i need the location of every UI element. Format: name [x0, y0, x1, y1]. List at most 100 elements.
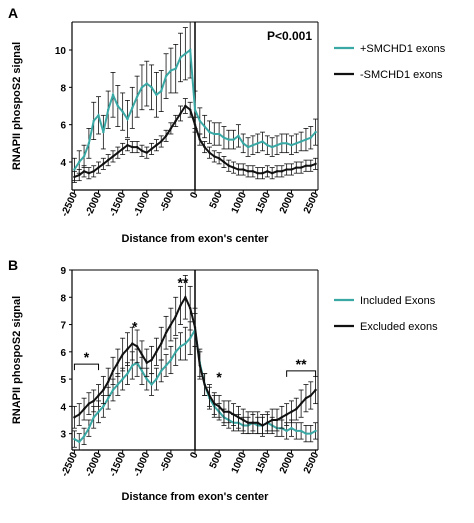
data-point [160, 89, 163, 93]
data-point [309, 432, 312, 435]
data-point [102, 162, 105, 166]
data-point [131, 145, 134, 149]
data-point [222, 410, 226, 414]
y-tick-label: 9 [60, 266, 66, 277]
p-value-annotation: P<0.001 [267, 29, 312, 43]
data-point [299, 402, 303, 405]
data-point [309, 394, 312, 397]
data-point [290, 426, 293, 430]
data-point [193, 123, 197, 126]
data-point [188, 48, 192, 52]
y-tick-label: 4 [60, 402, 66, 413]
data-point [160, 369, 163, 373]
data-point [155, 93, 158, 97]
data-point [242, 142, 245, 145]
data-point [256, 142, 259, 145]
y-tick-label: 10 [55, 46, 67, 57]
data-point [232, 413, 235, 416]
data-point [131, 364, 134, 367]
x-tick-label: 2000 [278, 450, 298, 475]
y-tick-label: 3 [60, 430, 66, 441]
data-point [169, 69, 173, 72]
data-point [106, 396, 110, 400]
data-point [256, 172, 259, 175]
y-tick-label: 4 [60, 158, 66, 169]
data-point [164, 331, 168, 334]
x-tick-label: -1000 [132, 450, 153, 478]
data-point [102, 388, 105, 392]
x-tick-label: -2500 [59, 450, 80, 478]
data-point [73, 416, 76, 419]
data-point [145, 377, 148, 381]
chart-panel-A: A 4 6 8 10 -2500 -2000 -1500 -1000 -500 0 500 1000 15… [8, 5, 446, 245]
data-point [246, 421, 250, 424]
data-point [217, 132, 221, 136]
data-point [198, 364, 202, 367]
data-point [140, 149, 144, 152]
data-point [213, 132, 216, 136]
data-point [97, 410, 100, 414]
data-point [266, 170, 269, 173]
data-point [309, 164, 312, 167]
data-point [232, 166, 235, 169]
series-excluded-exons [71, 275, 319, 437]
x-tick-label: 2000 [278, 190, 298, 215]
significance-star: * [216, 369, 222, 385]
data-point [193, 326, 197, 329]
data-point [82, 435, 86, 438]
data-point [97, 114, 100, 117]
panel-letter: A [8, 5, 18, 21]
x-tick-label: 1500 [254, 190, 274, 215]
data-point [97, 166, 100, 169]
series-line [194, 109, 317, 149]
data-point [92, 170, 95, 173]
data-point [314, 388, 317, 392]
x-tick-label: -1500 [108, 450, 129, 478]
data-point [222, 136, 226, 139]
data-point [251, 421, 255, 424]
data-point [295, 429, 298, 433]
data-point [126, 372, 129, 375]
x-tick-label: -1500 [108, 190, 129, 218]
data-point [213, 402, 216, 405]
data-point [290, 168, 293, 171]
y-tick-label: 7 [60, 321, 66, 332]
data-point [270, 172, 274, 175]
data-point [237, 134, 240, 138]
data-point [126, 144, 129, 147]
data-point [246, 170, 250, 173]
data-point [116, 151, 120, 154]
data-point [304, 164, 308, 167]
data-point [213, 155, 216, 158]
data-point [208, 394, 211, 397]
data-point [309, 136, 312, 139]
data-point [87, 426, 91, 430]
data-point [256, 421, 259, 424]
data-point [179, 56, 182, 59]
data-point [92, 119, 95, 123]
data-point [174, 350, 177, 354]
data-point [169, 323, 173, 326]
data-point [314, 130, 317, 134]
data-point [295, 142, 298, 145]
x-tick-label: 500 [208, 190, 225, 210]
x-tick-label: 2500 [302, 190, 322, 215]
data-point [155, 350, 158, 354]
data-point [275, 418, 279, 422]
y-tick-label: 8 [60, 293, 66, 304]
x-tick-label: -1000 [132, 190, 153, 218]
data-point [285, 429, 288, 433]
data-point [106, 380, 110, 384]
data-point [116, 361, 120, 364]
data-point [290, 144, 293, 147]
data-point [150, 86, 153, 89]
data-point [102, 130, 105, 134]
data-point [87, 172, 91, 175]
data-point [150, 383, 153, 386]
x-tick-label: 500 [208, 450, 225, 470]
data-point [78, 413, 81, 416]
series-line [73, 48, 196, 171]
x-axis-label: Distance from exon's center [122, 491, 270, 503]
significance-star: * [84, 349, 90, 365]
data-point [188, 306, 192, 310]
